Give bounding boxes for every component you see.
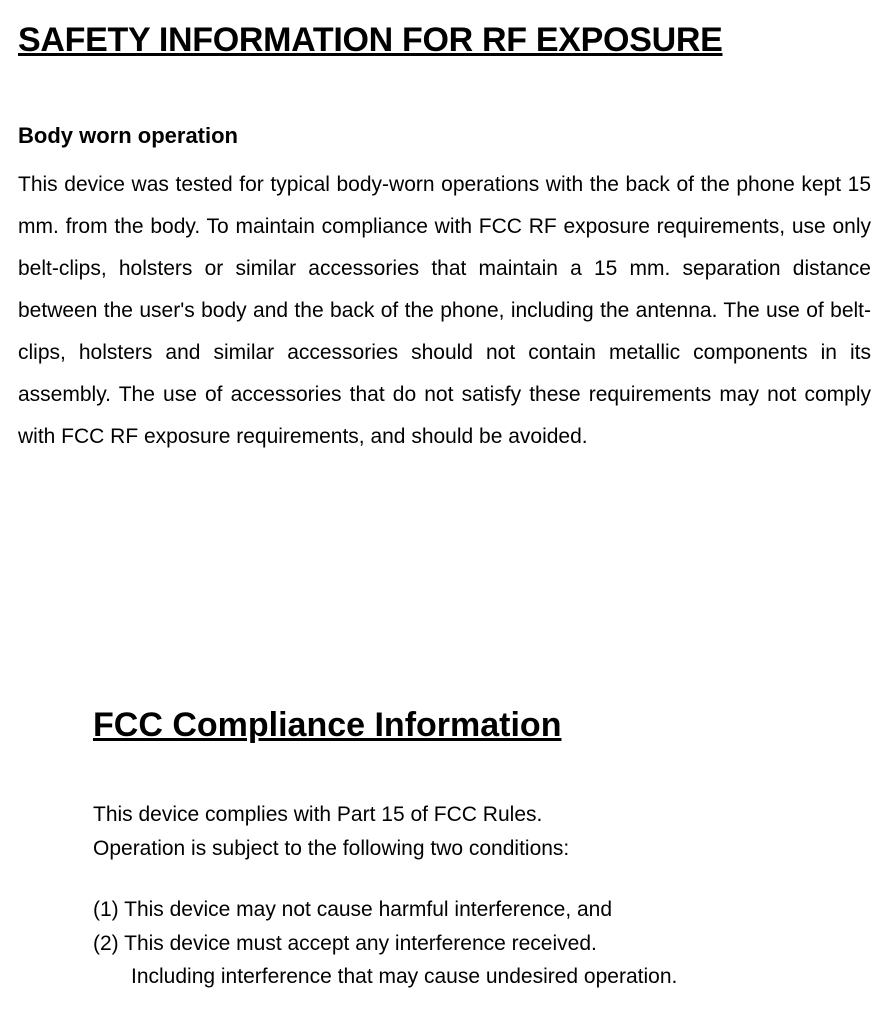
condition-1: (1) This device may not cause harmful in… [93, 893, 871, 927]
section-safety-info: SAFETY INFORMATION FOR RF EXPOSURE Body … [18, 8, 871, 458]
paragraph-body-worn: This device was tested for typical body-… [18, 164, 871, 458]
condition-2-continuation: Including interference that may cause un… [93, 960, 871, 994]
heading-body-worn: Body worn operation [18, 115, 871, 157]
compliance-intro-line1: This device complies with Part 15 of FCC… [93, 798, 871, 832]
compliance-intro: This device complies with Part 15 of FCC… [93, 798, 871, 865]
title-fcc-compliance: FCC Compliance Information [93, 693, 871, 758]
section-fcc-compliance: FCC Compliance Information This device c… [18, 693, 871, 994]
compliance-conditions: (1) This device may not cause harmful in… [93, 893, 871, 994]
compliance-intro-line2: Operation is subject to the following tw… [93, 832, 871, 866]
condition-2: (2) This device must accept any interfer… [93, 927, 871, 961]
title-safety-info: SAFETY INFORMATION FOR RF EXPOSURE [18, 8, 871, 73]
